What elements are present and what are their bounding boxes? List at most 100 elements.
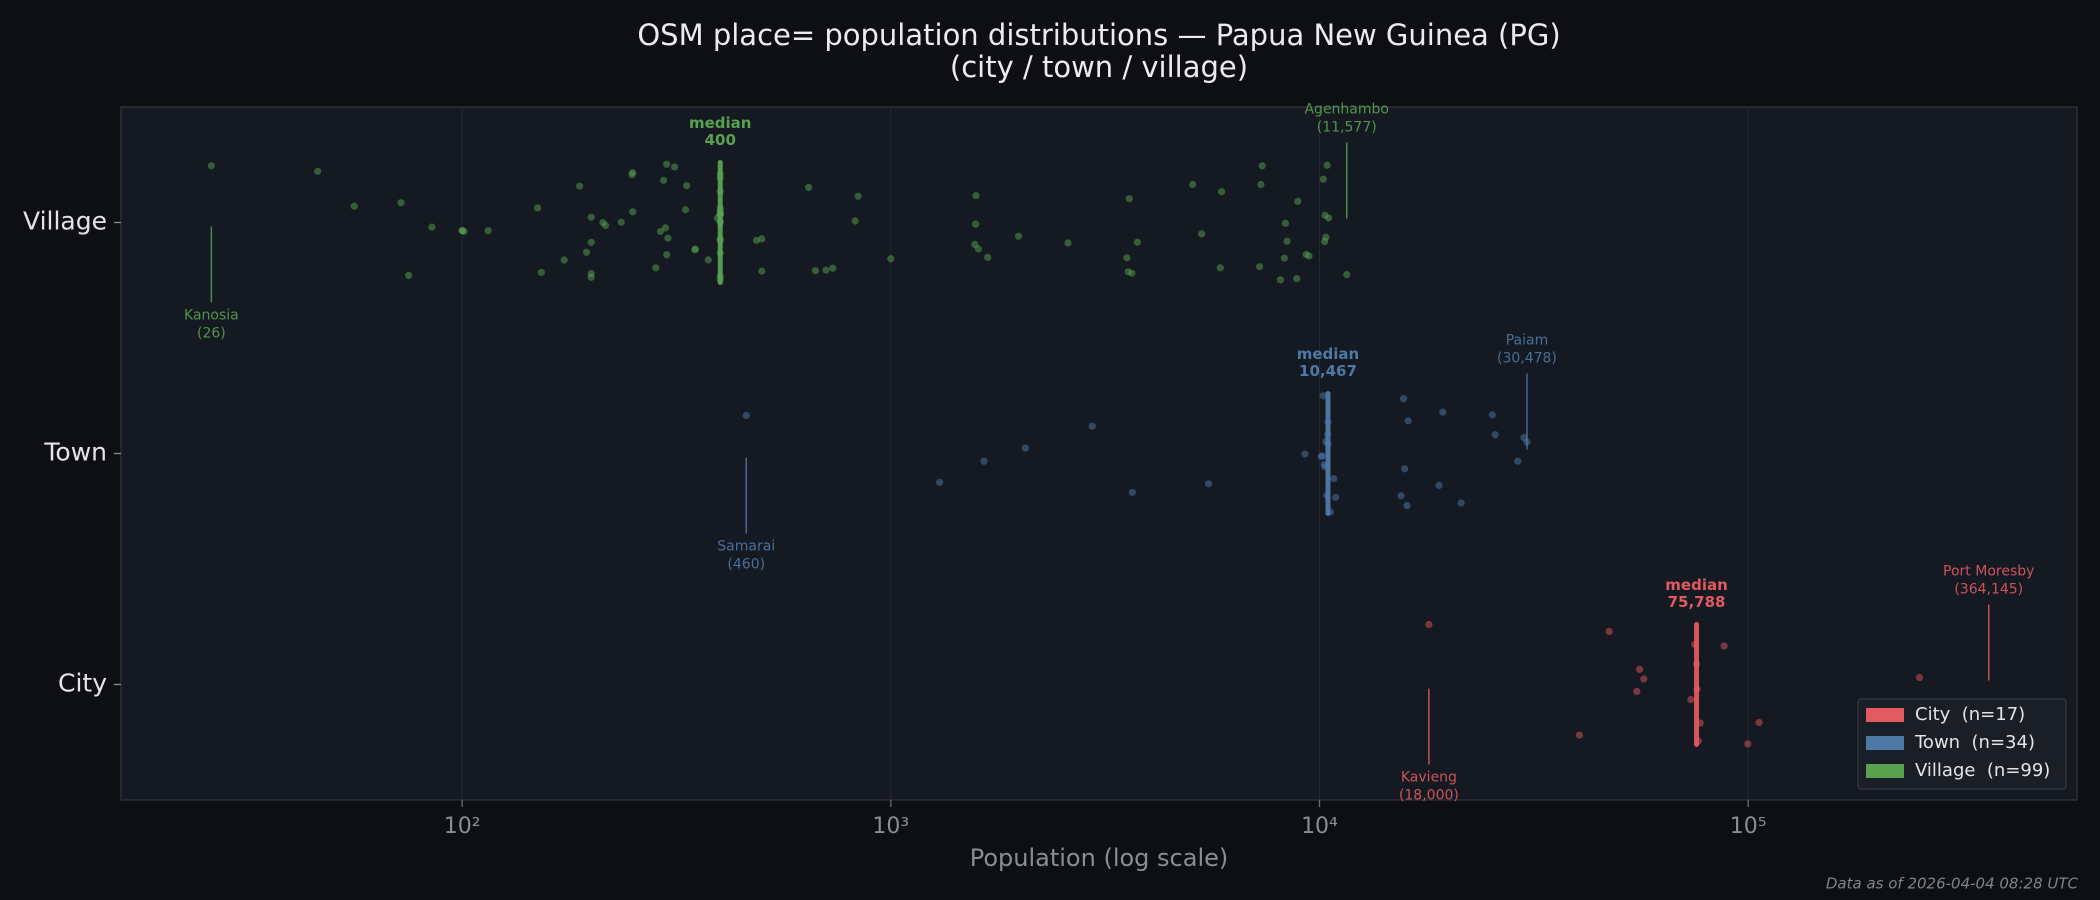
footnote: Data as of 2026-04-04 08:28 UTC bbox=[1826, 875, 2079, 893]
data-point bbox=[805, 183, 813, 192]
data-point bbox=[1276, 276, 1285, 284]
data-point bbox=[587, 238, 595, 246]
annotation-value-label: (364,145) bbox=[1954, 582, 2023, 598]
data-point bbox=[1319, 175, 1327, 183]
annotation-label: Paiam bbox=[1506, 333, 1549, 349]
data-point bbox=[1399, 395, 1408, 403]
data-point bbox=[428, 223, 436, 231]
data-point bbox=[1635, 665, 1644, 673]
data-point bbox=[1125, 195, 1133, 203]
data-point bbox=[1281, 219, 1290, 227]
data-point bbox=[1323, 161, 1331, 169]
data-point bbox=[1330, 475, 1338, 483]
data-point bbox=[661, 224, 670, 232]
annotation-label: Samarai bbox=[717, 539, 775, 555]
data-point bbox=[1128, 269, 1136, 277]
data-point bbox=[1720, 642, 1728, 650]
data-point bbox=[811, 267, 820, 275]
data-point bbox=[829, 264, 837, 272]
annotation-value-label: (18,000) bbox=[1399, 788, 1459, 804]
data-point bbox=[1198, 230, 1206, 238]
data-point bbox=[587, 269, 595, 278]
data-point bbox=[670, 163, 679, 171]
legend-label: City (n=17) bbox=[1915, 704, 2025, 725]
x-tick-label: 10³ bbox=[872, 814, 909, 839]
data-point bbox=[560, 256, 568, 264]
plot-area bbox=[120, 106, 2078, 801]
annotation-value-label: (460) bbox=[727, 557, 765, 573]
y-tick-label: Village bbox=[23, 207, 107, 236]
y-tick-label: Town bbox=[43, 438, 107, 467]
data-point bbox=[656, 227, 664, 236]
data-point bbox=[1319, 392, 1327, 400]
chart-subtitle: (city / town / village) bbox=[950, 50, 1248, 84]
data-point bbox=[1301, 450, 1309, 458]
data-point bbox=[974, 245, 982, 253]
data-point bbox=[405, 271, 413, 279]
data-point bbox=[822, 266, 830, 274]
data-point bbox=[1318, 452, 1326, 460]
data-point bbox=[663, 160, 671, 168]
data-point bbox=[1293, 275, 1301, 283]
data-point bbox=[1457, 499, 1465, 507]
data-point bbox=[1744, 740, 1752, 748]
data-point bbox=[1283, 237, 1291, 245]
data-point bbox=[1403, 501, 1411, 510]
data-point bbox=[1064, 239, 1072, 247]
data-point bbox=[972, 220, 980, 228]
data-point bbox=[1204, 480, 1213, 488]
data-point bbox=[980, 457, 988, 465]
data-point bbox=[1021, 444, 1029, 452]
data-point bbox=[460, 227, 468, 236]
data-point bbox=[683, 182, 691, 190]
data-point bbox=[1216, 264, 1224, 272]
x-tick-label: 10⁵ bbox=[1730, 814, 1767, 839]
data-point bbox=[587, 213, 595, 221]
data-point bbox=[1331, 493, 1340, 501]
data-point bbox=[704, 256, 712, 264]
data-point bbox=[1305, 252, 1313, 260]
data-point bbox=[1435, 481, 1443, 490]
annotation-value-label: (11,577) bbox=[1317, 120, 1377, 136]
data-point bbox=[1640, 675, 1648, 683]
data-point bbox=[1128, 488, 1136, 496]
data-point bbox=[1133, 238, 1141, 246]
data-point bbox=[758, 267, 766, 275]
data-point bbox=[1488, 411, 1496, 419]
data-point bbox=[663, 251, 671, 259]
x-tick-label: 10⁴ bbox=[1301, 814, 1338, 839]
data-point bbox=[314, 167, 322, 175]
data-point bbox=[1217, 188, 1226, 196]
data-point bbox=[1280, 254, 1288, 262]
legend-label: Town (n=34) bbox=[1914, 732, 2035, 753]
median-value-label: 400 bbox=[705, 131, 736, 149]
data-point bbox=[1014, 232, 1023, 240]
data-point bbox=[601, 221, 610, 230]
data-point bbox=[534, 204, 542, 212]
data-point bbox=[659, 176, 668, 184]
data-point bbox=[1633, 687, 1641, 696]
annotation-label: Agenhambo bbox=[1304, 102, 1389, 118]
data-point bbox=[1439, 408, 1447, 416]
data-point bbox=[854, 192, 862, 200]
data-point bbox=[576, 182, 584, 190]
data-point bbox=[1687, 696, 1695, 704]
data-point bbox=[1343, 271, 1351, 279]
x-tick-label: 10² bbox=[444, 814, 481, 839]
data-point bbox=[350, 202, 358, 210]
data-point bbox=[617, 218, 625, 226]
data-point bbox=[1915, 673, 1924, 682]
data-point bbox=[1256, 263, 1264, 271]
data-point bbox=[1425, 620, 1433, 629]
data-point bbox=[1088, 422, 1096, 430]
chart-title: OSM place= population distributions — Pa… bbox=[637, 18, 1560, 52]
data-point bbox=[1258, 162, 1266, 170]
data-point bbox=[629, 169, 637, 177]
data-point bbox=[1123, 254, 1131, 262]
data-point bbox=[1404, 417, 1412, 425]
annotation-value-label: (30,478) bbox=[1497, 351, 1557, 367]
annotation-value-label: (26) bbox=[197, 326, 226, 342]
legend-label: Village (n=99) bbox=[1915, 760, 2050, 781]
median-label: median bbox=[1297, 345, 1359, 363]
